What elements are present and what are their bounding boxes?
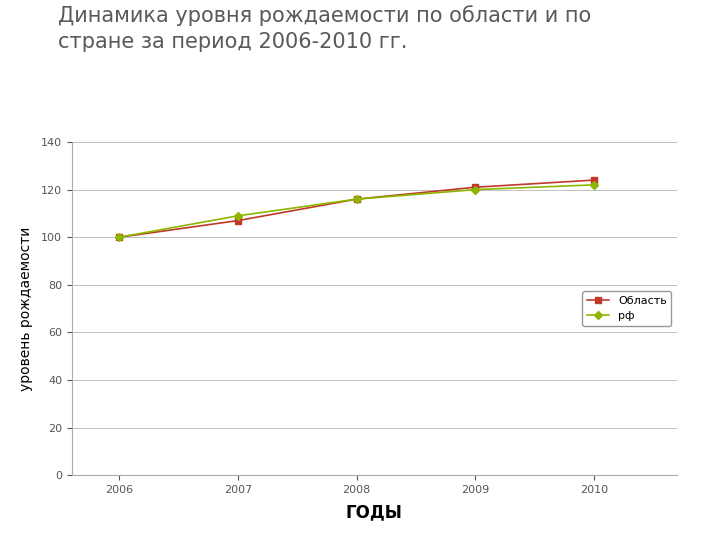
рф (352, 196, 361, 202)
рф (471, 186, 480, 193)
Line: рф: рф (117, 182, 597, 240)
Line: Область: Область (117, 177, 597, 240)
рф (234, 213, 243, 219)
Y-axis label: уровень рождаемости: уровень рождаемости (19, 226, 33, 391)
Область (471, 184, 480, 191)
рф (590, 181, 598, 188)
Область (352, 196, 361, 202)
X-axis label: ГОДЫ: ГОДЫ (346, 503, 402, 521)
Область (234, 217, 243, 224)
Область (590, 177, 598, 184)
Text: Динамика уровня рождаемости по области и по
стране за период 2006-2010 гг.: Динамика уровня рождаемости по области и… (58, 5, 591, 52)
Область (115, 234, 124, 240)
Legend: Область, рф: Область, рф (582, 292, 671, 326)
рф (115, 234, 124, 240)
